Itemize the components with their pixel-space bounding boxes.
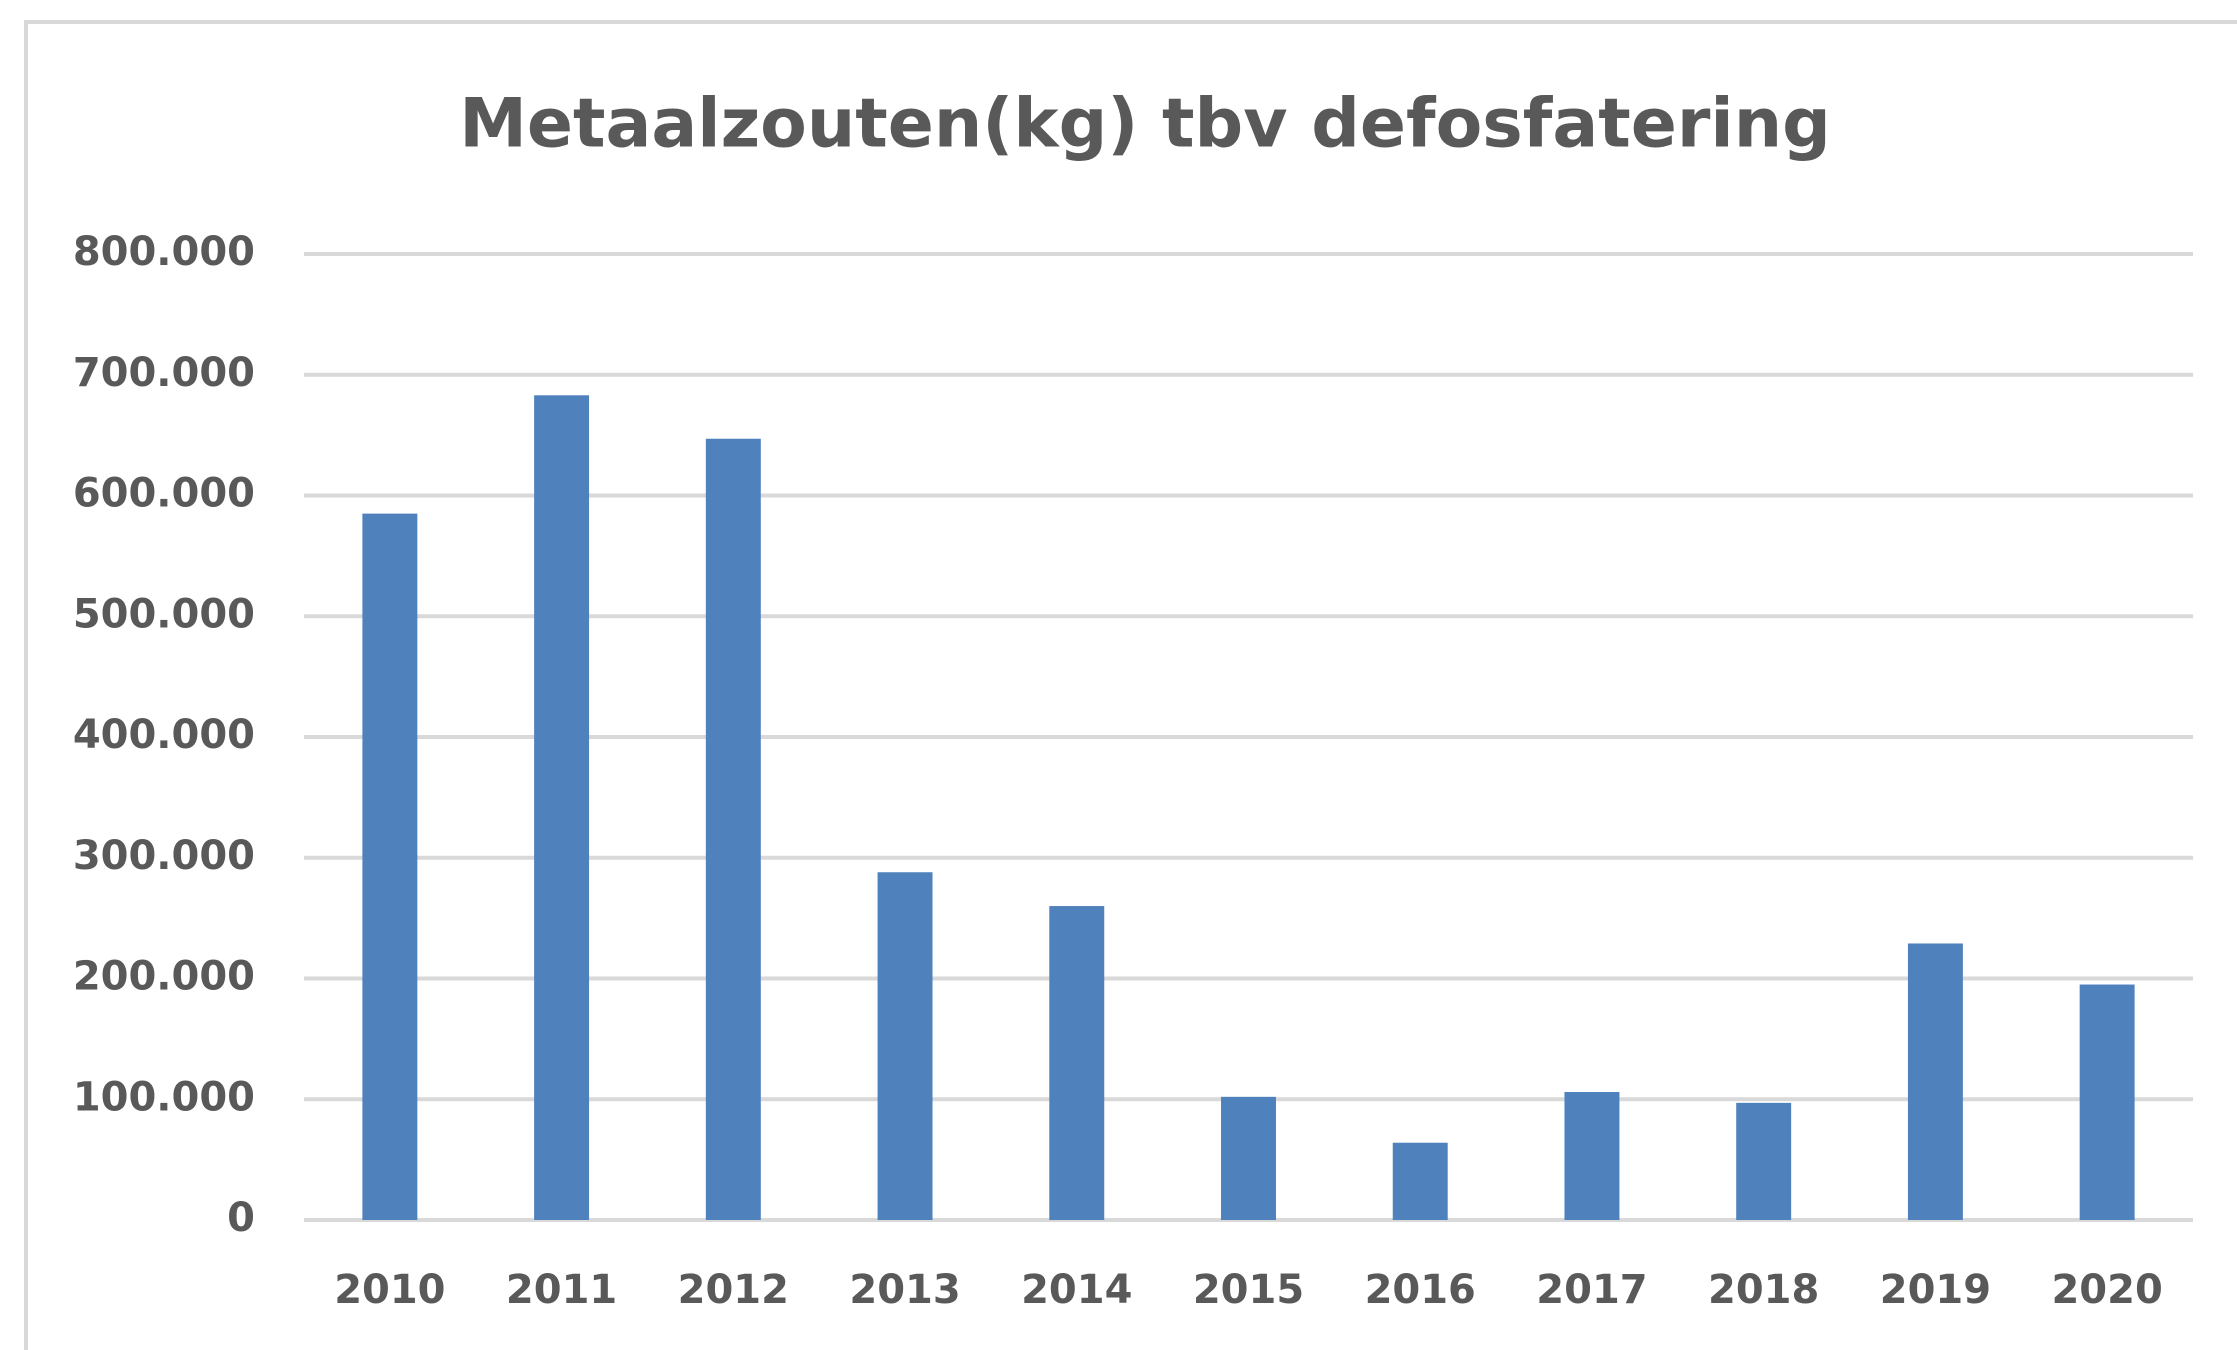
y-tick-label: 500.000 [73,591,255,637]
y-tick-label: 100.000 [73,1074,255,1120]
x-tick-label: 2018 [1708,1267,1819,1313]
bar [705,438,761,1220]
y-tick-label: 400.000 [73,712,255,758]
x-tick-label: 2013 [849,1267,960,1313]
x-tick-label: 2019 [1880,1267,1991,1313]
bar [877,872,933,1220]
x-tick-label: 2014 [1021,1267,1132,1313]
y-tick-label: 0 [227,1195,255,1241]
bar [1049,906,1105,1220]
chart-title: Metaalzouten(kg) tbv defosfatering [459,85,1831,164]
y-tick-label: 800.000 [73,229,255,275]
chart-frame [24,20,2237,1350]
x-tick-label: 2016 [1365,1267,1476,1313]
x-tick-label: 2010 [334,1267,445,1313]
y-tick-label: 600.000 [73,471,255,517]
bar [534,395,590,1221]
bar [1907,943,1963,1220]
y-tick-label: 300.000 [73,833,255,879]
x-tick-label: 2017 [1536,1267,1647,1313]
bar [2079,984,2135,1220]
bar [362,513,418,1220]
x-tick-label: 2011 [506,1267,617,1313]
x-tick-label: 2020 [2051,1267,2162,1313]
bar [1221,1096,1276,1220]
bar [1736,1102,1792,1220]
y-tick-label: 200.000 [73,954,255,1000]
bar [1564,1092,1620,1220]
x-tick-label: 2015 [1193,1267,1304,1313]
y-tick-label: 700.000 [73,350,255,396]
x-tick-label: 2012 [678,1267,789,1313]
bar [1392,1142,1448,1220]
